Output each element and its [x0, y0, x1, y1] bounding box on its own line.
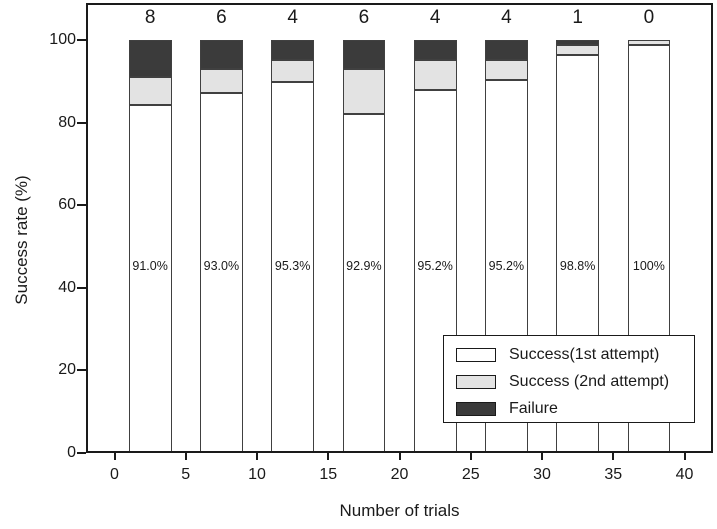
success-rate-label: 95.2% [417, 259, 453, 274]
failure-count-label: 4 [501, 7, 512, 29]
y-axis-tick [77, 286, 86, 289]
x-axis-tick-label: 20 [390, 466, 409, 483]
x-axis-tick [184, 453, 187, 460]
y-axis-tick-label: 40 [58, 278, 76, 296]
failure-count-label: 4 [429, 7, 441, 29]
bar-4-segment-second_attempt [342, 69, 386, 115]
bar-8-segment-second_attempt [627, 40, 671, 46]
bar-5-segment-second_attempt [413, 59, 457, 90]
x-axis-tick-label: 10 [248, 466, 266, 483]
y-axis-tick [77, 121, 86, 124]
x-axis-tick-label: 40 [675, 466, 694, 483]
plot-area: Success(1st attempt) Success (2nd attemp… [49, 3, 713, 483]
failure-count-label: 6 [358, 7, 370, 29]
x-axis-tick [327, 453, 330, 460]
success-rate-label: 93.0% [203, 259, 240, 274]
bar-1-segment-second_attempt [128, 77, 172, 105]
y-axis-tick-label: 80 [58, 113, 76, 131]
bar-5-segment-failure [413, 40, 457, 60]
bar-7-segment-failure [556, 40, 599, 46]
success-rate-label: 92.9% [346, 259, 382, 274]
legend-swatch-success-2nd [456, 375, 496, 389]
legend-swatch-success-1st [456, 348, 496, 363]
failure-count-label: 4 [287, 7, 298, 29]
bar-3-segment-second_attempt [271, 59, 314, 83]
y-axis-tick [77, 204, 86, 207]
success-rate-label: 100% [632, 259, 665, 274]
bar-1-segment-failure [128, 40, 172, 78]
bar-3-segment-failure [271, 40, 314, 60]
x-axis-tick-label: 30 [533, 466, 551, 483]
bar-2-segment-failure [200, 40, 243, 70]
y-axis-tick-label: 20 [58, 361, 76, 379]
y-axis-tick [77, 39, 86, 42]
success-rate-label: 91.0% [132, 259, 168, 274]
y-axis-tick-label: 60 [58, 196, 76, 214]
failure-count-label: 1 [572, 7, 583, 29]
failure-count-label: 8 [144, 7, 156, 29]
bar-2-segment-second_attempt [200, 69, 243, 93]
x-axis-tick [256, 453, 258, 460]
x-axis-title: Number of trials [339, 501, 460, 520]
x-axis-tick [683, 453, 686, 460]
legend-item-success-2nd: Success (2nd attempt) [456, 369, 694, 396]
x-axis-tick [612, 453, 615, 460]
y-axis-tick-label: 0 [67, 444, 76, 461]
bar-3-segment-first_attempt [271, 82, 314, 453]
legend-item-failure: Failure [456, 395, 694, 422]
bar-2-segment-first_attempt [200, 93, 243, 453]
bar-4-segment-first_attempt [342, 114, 386, 453]
legend-label-success-1st: Success(1st attempt) [509, 346, 660, 364]
x-axis-tick [113, 453, 116, 460]
x-axis-tick-label: 0 [110, 466, 119, 483]
failure-count-label: 0 [643, 7, 655, 29]
bar-4-segment-failure [342, 40, 386, 70]
legend-item-success-1st: Success(1st attempt) [456, 342, 694, 369]
y-axis-tick-label: 100 [49, 31, 76, 49]
bar-1-segment-first_attempt [128, 104, 172, 453]
success-rate-label: 95.3% [274, 259, 311, 274]
x-axis-tick-label: 15 [319, 466, 338, 483]
x-axis-tick-label: 25 [461, 466, 480, 483]
x-axis-tick [469, 453, 472, 460]
x-axis-tick [541, 453, 543, 460]
legend-label-success-2nd: Success (2nd attempt) [509, 373, 670, 390]
bar-6-segment-second_attempt [485, 59, 528, 80]
failure-count-label: 6 [216, 7, 227, 29]
legend-swatch-failure [456, 401, 496, 416]
success-rate-label: 98.8% [559, 259, 596, 274]
success-rate-label: 95.2% [488, 259, 525, 274]
y-axis-tick [77, 369, 86, 372]
x-axis-tick-label: 35 [604, 466, 623, 483]
y-axis-tick [77, 452, 86, 454]
x-axis-tick-label: 5 [181, 466, 191, 483]
legend: Success(1st attempt) Success (2nd attemp… [443, 335, 695, 423]
x-axis-tick [398, 453, 401, 460]
bar-7-segment-second_attempt [556, 45, 599, 56]
legend-label-failure: Failure [509, 399, 558, 417]
bar-6-segment-failure [485, 40, 528, 60]
